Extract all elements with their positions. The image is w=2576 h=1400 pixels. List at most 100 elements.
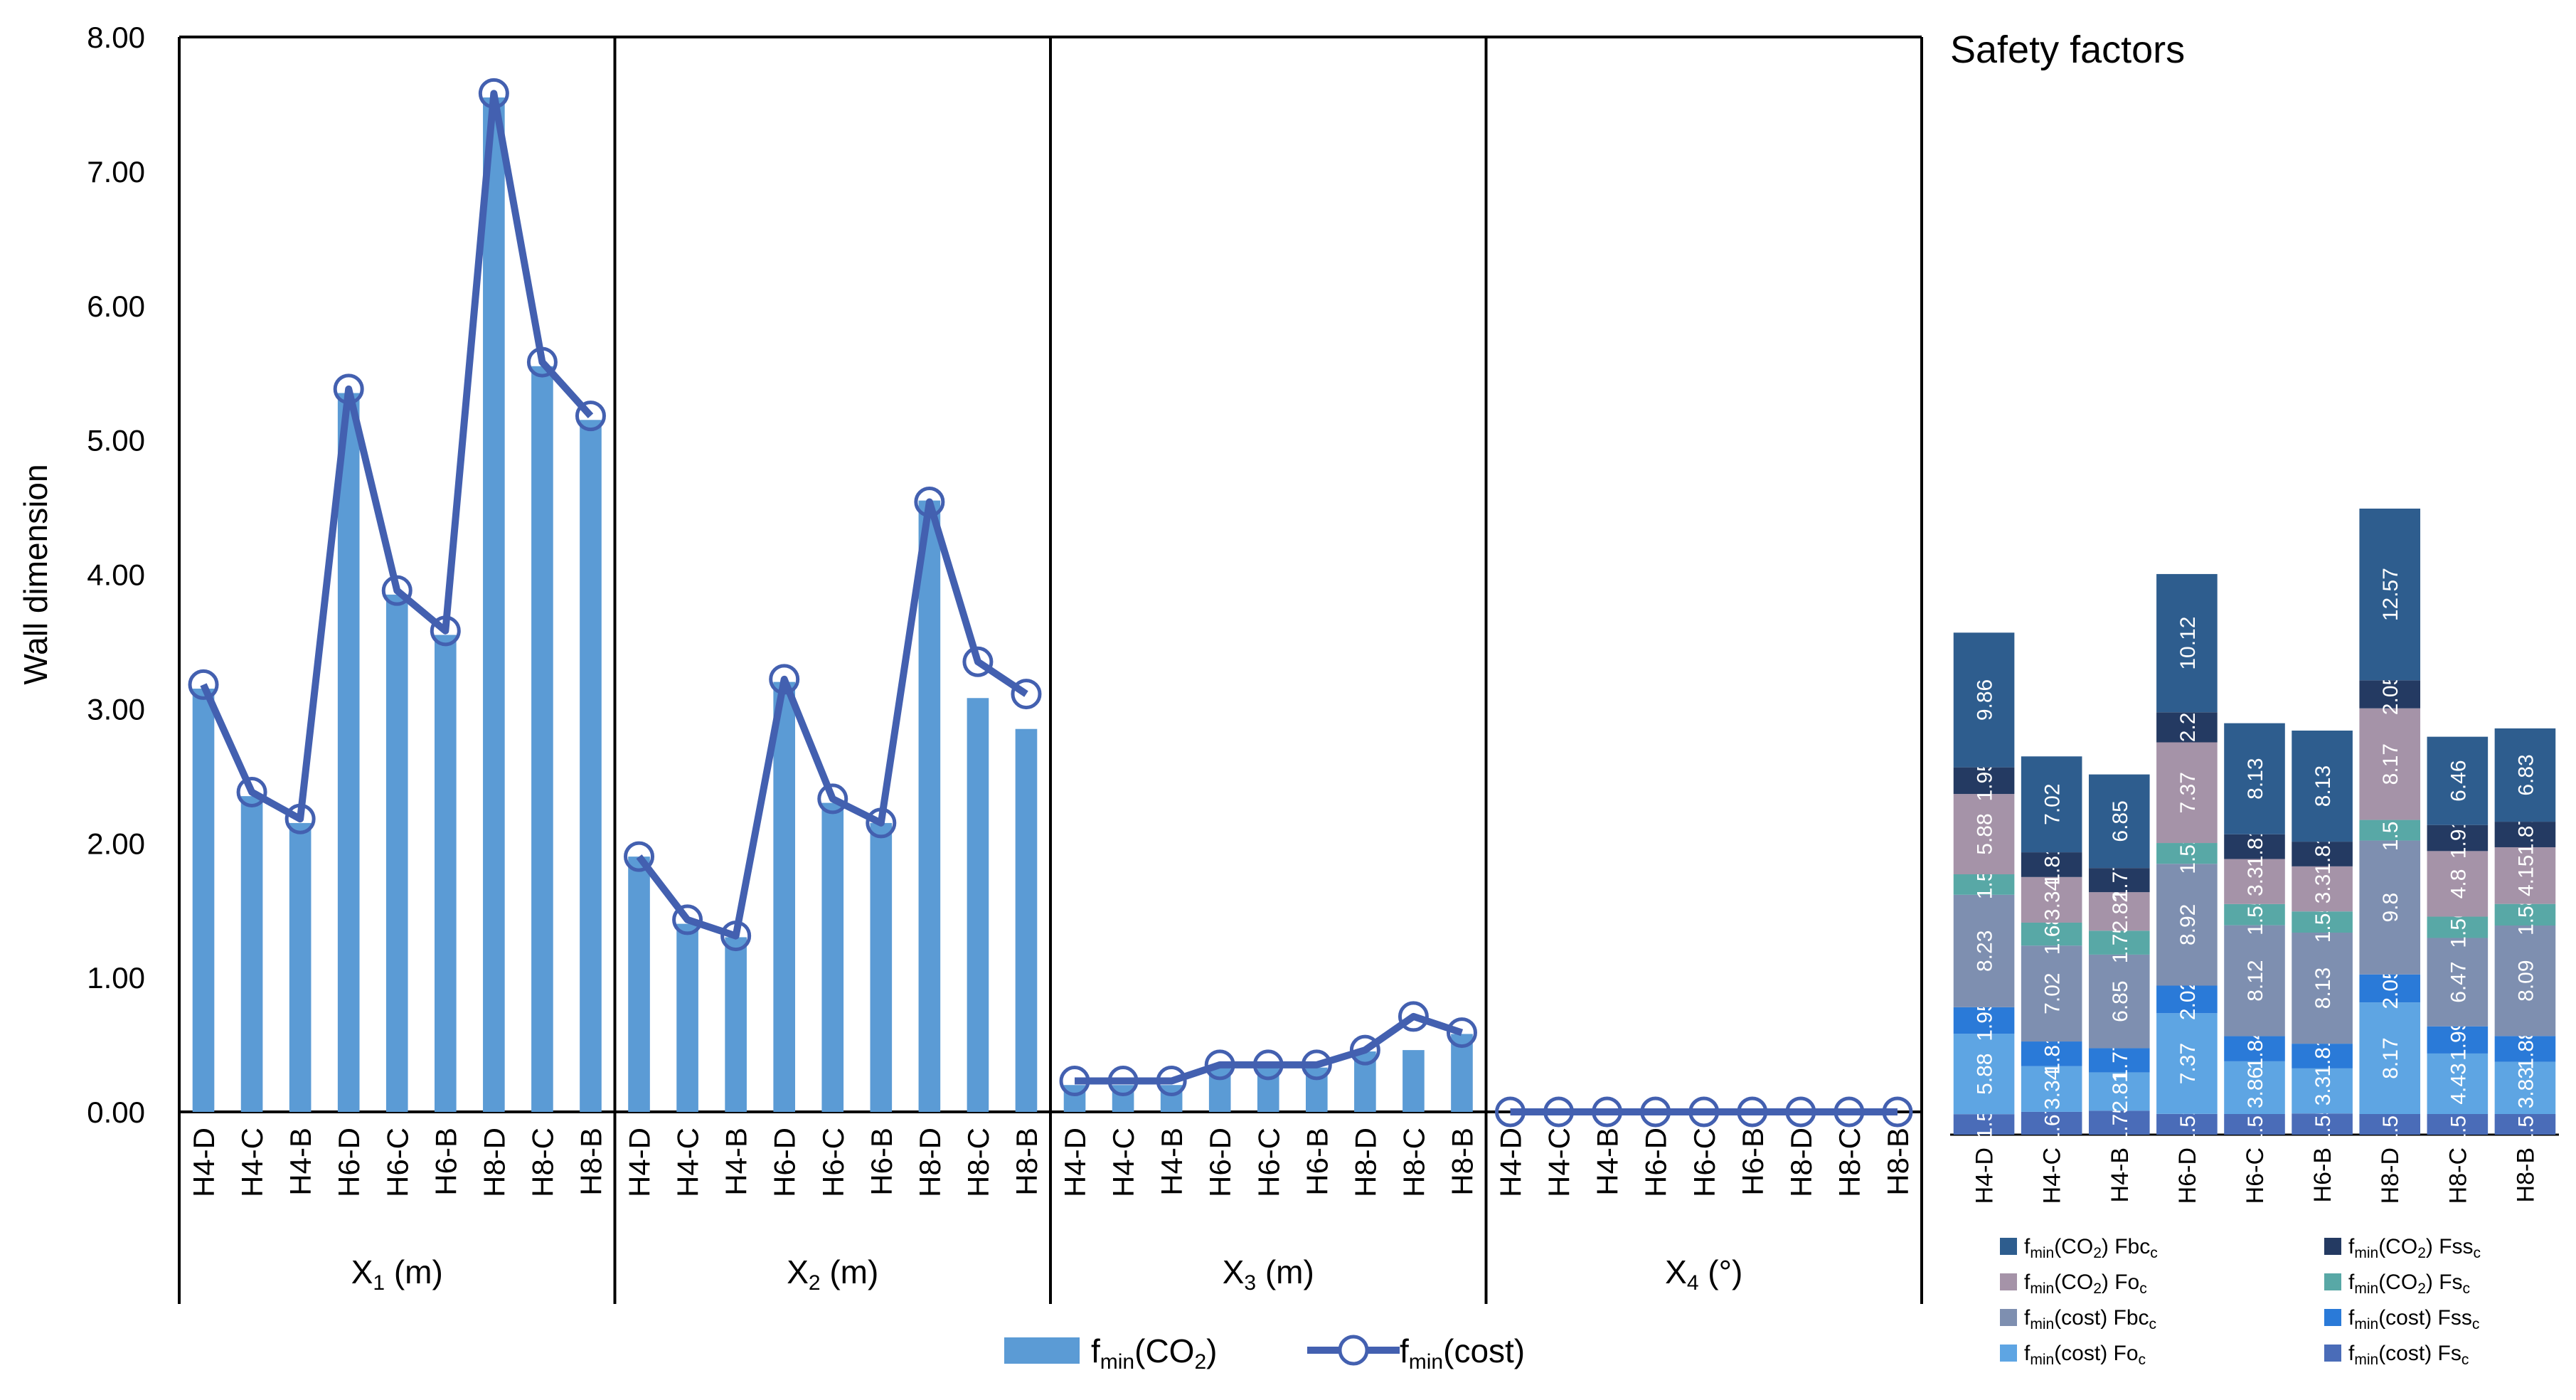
segment-value-label: 3.3	[2311, 1076, 2335, 1106]
segment-value-label: 6.85	[2109, 800, 2132, 842]
stack-segment	[2156, 573, 2218, 713]
segment-value-label: 4.43	[2447, 1063, 2470, 1104]
x-tick-label: H6-C	[1688, 1128, 1721, 1197]
segment-value-label: 2.2	[2176, 713, 2200, 743]
stack-segment	[2088, 1048, 2150, 1073]
point-cost	[575, 401, 606, 432]
legend-subscript: c	[2139, 1280, 2147, 1297]
point-cost	[1156, 1066, 1187, 1097]
point-cost	[1252, 1049, 1284, 1081]
stack-segment	[1953, 874, 2015, 895]
segment-value-label: 10.12	[2176, 617, 2200, 670]
segment-value-label: 8.23	[1974, 930, 1997, 972]
legend-text: (CO	[2378, 1271, 2417, 1294]
stack-segment	[2359, 1114, 2421, 1135]
x-tick-label: H8-B	[574, 1128, 607, 1196]
y-tick-label: 4.00	[87, 558, 145, 592]
legend-subscript: min	[2030, 1245, 2054, 1261]
point-cost	[672, 904, 703, 935]
bar-co2	[1160, 1085, 1183, 1112]
stack-segment	[2292, 730, 2353, 842]
bar-co2	[821, 802, 844, 1112]
segment-value-label: 2.82	[2109, 891, 2132, 932]
stack-segment	[2156, 985, 2218, 1014]
stack-segment	[2088, 868, 2150, 893]
legend-text: ) Fss	[2426, 1235, 2474, 1258]
legend-text: (CO	[2378, 1235, 2417, 1258]
bar-co2	[1403, 1050, 1425, 1112]
group-letter: X	[351, 1253, 373, 1290]
stack-segment	[2359, 840, 2421, 975]
legend-text: f	[2348, 1235, 2355, 1258]
legend-swatch-safety	[2000, 1238, 2017, 1255]
stack-segment	[2427, 1053, 2489, 1115]
legend-text: f	[2024, 1342, 2031, 1365]
point-cost	[236, 776, 267, 807]
point-cost	[430, 615, 461, 647]
legend-swatch-safety	[2000, 1309, 2017, 1326]
bar-co2	[725, 937, 747, 1112]
stack-segment	[2292, 911, 2353, 933]
bar-co2	[1063, 1085, 1086, 1112]
legend-subscript: min	[1100, 1350, 1134, 1374]
legend-subscript: c	[2463, 1280, 2471, 1297]
point-cost	[284, 803, 316, 834]
stack-segment	[2156, 712, 2218, 743]
legend-subscript: 2	[1194, 1350, 1206, 1374]
x-tick-label: H8-B	[1881, 1128, 1915, 1196]
stack-segment	[1953, 1034, 2015, 1115]
legend-text: f	[2024, 1306, 2031, 1330]
legend-text: (cost) Fo	[2054, 1342, 2138, 1365]
right-x-tick-label: H6-D	[2174, 1147, 2201, 1204]
stack-segment	[2088, 892, 2150, 931]
legend-label-safety: fmin(cost) Foc	[2024, 1342, 2146, 1368]
line-cost	[200, 90, 594, 823]
stack-segment	[2224, 1114, 2285, 1135]
group-subscript: 4	[1687, 1271, 1699, 1295]
legend-subscript: min	[1409, 1350, 1443, 1374]
legend-swatch-safety	[2324, 1345, 2341, 1362]
point-cost	[624, 841, 655, 872]
legend-subscript: min	[2354, 1352, 2378, 1368]
x-tick-label: H8-C	[526, 1128, 559, 1197]
legend-swatch-safety	[2324, 1309, 2341, 1326]
legend-label-co2: fmin(CO2)	[1091, 1332, 1217, 1374]
legend-label-safety: fmin(cost) Fbcc	[2024, 1306, 2156, 1332]
x-tick-label: H8-C	[1833, 1128, 1866, 1197]
point-cost	[188, 669, 219, 700]
x-tick-label: H4-C	[671, 1128, 705, 1197]
segment-value-label: 7.02	[2041, 972, 2065, 1014]
segment-value-label: 7.37	[2176, 772, 2200, 813]
segment-value-label: 8.17	[2379, 1037, 2402, 1078]
stack-segment	[2021, 756, 2082, 853]
x-tick-label: H4-D	[1494, 1128, 1528, 1197]
segment-value-label: 8.09	[2514, 960, 2538, 1001]
segment-value-label: 2.05	[2379, 967, 2402, 1009]
bar-co2	[918, 500, 941, 1112]
y-tick-label: 3.00	[87, 692, 145, 726]
stack-segment	[2021, 1066, 2082, 1112]
point-cost	[962, 646, 994, 677]
legend-subscript: c	[2149, 1316, 2157, 1332]
chart-title: Safety factors	[1950, 28, 2185, 71]
segment-value-label: 4.8	[2447, 869, 2470, 899]
x-tick-label: H6-D	[1203, 1128, 1237, 1197]
stack-segment	[2494, 728, 2556, 822]
segment-value-label: 6.83	[2514, 754, 2538, 795]
legend-text: (CO	[2054, 1271, 2093, 1294]
legend-text: ) Fbc	[2102, 1235, 2150, 1258]
stack-segment	[2224, 834, 2285, 859]
x-tick-label: H4-C	[1543, 1128, 1576, 1197]
legend-subscript: c	[2139, 1352, 2146, 1368]
legend-subscript: 2	[2417, 1280, 2426, 1297]
line-cost	[636, 498, 1028, 940]
legend-marker-cost	[1338, 1335, 1369, 1366]
legend-text: f	[2024, 1271, 2031, 1294]
bar-co2	[531, 366, 553, 1112]
point-cost	[381, 575, 413, 606]
legend-subscript: 2	[2093, 1245, 2102, 1261]
point-cost	[1011, 679, 1042, 710]
stack-segment	[2088, 954, 2150, 1049]
legend-swatch-safety	[2324, 1273, 2341, 1290]
